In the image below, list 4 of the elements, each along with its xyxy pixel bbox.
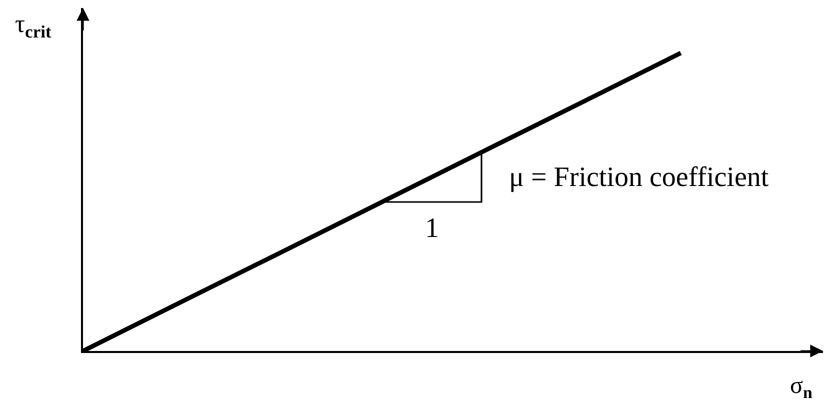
- x-axis-title: σ$_{n}$: [790, 373, 813, 402]
- annotation: 1: [425, 213, 439, 244]
- y-axis-title: τ$_{crit}$: [15, 11, 52, 42]
- annotation: μ = Friction coefficient: [509, 162, 769, 193]
